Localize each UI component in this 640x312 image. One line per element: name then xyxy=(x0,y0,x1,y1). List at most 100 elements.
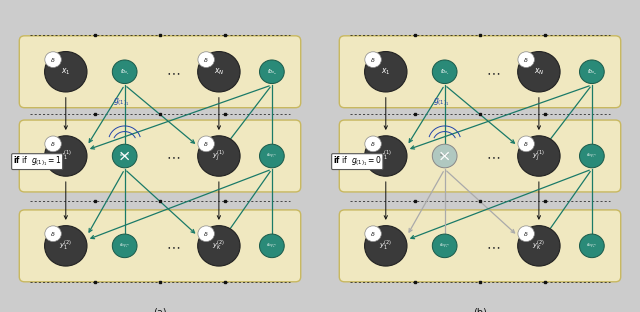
Circle shape xyxy=(45,136,87,176)
Text: $\delta$: $\delta$ xyxy=(51,140,56,148)
Circle shape xyxy=(45,52,61,67)
Text: $y_K^{(2)}$: $y_K^{(2)}$ xyxy=(212,239,225,253)
Circle shape xyxy=(579,234,604,258)
Circle shape xyxy=(198,136,214,152)
Text: (b): (b) xyxy=(473,308,487,312)
Text: $fb_{y_J^{(1)}}$: $fb_{y_J^{(1)}}$ xyxy=(266,152,277,160)
FancyArrowPatch shape xyxy=(217,98,221,129)
FancyArrowPatch shape xyxy=(127,171,195,233)
FancyArrowPatch shape xyxy=(411,170,589,239)
Text: $\delta$: $\delta$ xyxy=(524,140,529,148)
Text: $fb_{x_N}$: $fb_{x_N}$ xyxy=(267,67,277,76)
Text: $\delta$: $\delta$ xyxy=(524,230,529,238)
Text: $\mathbf{if}$ if  $g_{(1)_1} = 0$: $\mathbf{if}$ if $g_{(1)_1} = 0$ xyxy=(333,155,382,168)
FancyArrowPatch shape xyxy=(91,170,269,239)
Text: $fb_{y_K^{(2)}}$: $fb_{y_K^{(2)}}$ xyxy=(266,241,277,250)
Text: $fb_{y_1^{(2)}}$: $fb_{y_1^{(2)}}$ xyxy=(439,241,450,250)
Circle shape xyxy=(365,51,407,92)
FancyArrowPatch shape xyxy=(447,171,515,233)
FancyArrowPatch shape xyxy=(411,86,589,149)
Text: $\mathbf{if}$ if  $g_{(1)_1} = 1$: $\mathbf{if}$ if $g_{(1)_1} = 1$ xyxy=(13,155,61,168)
Circle shape xyxy=(45,226,87,266)
Text: $\delta$: $\delta$ xyxy=(204,140,209,148)
Text: $y_J^{(1)}$: $y_J^{(1)}$ xyxy=(532,148,545,164)
Circle shape xyxy=(198,226,214,241)
Circle shape xyxy=(432,144,457,168)
FancyBboxPatch shape xyxy=(339,120,621,192)
Circle shape xyxy=(518,226,560,266)
Text: $fb_{x_1}$: $fb_{x_1}$ xyxy=(440,67,450,76)
Circle shape xyxy=(579,60,604,84)
Circle shape xyxy=(365,136,407,176)
FancyArrowPatch shape xyxy=(64,182,67,219)
FancyArrowPatch shape xyxy=(91,86,269,149)
FancyArrowPatch shape xyxy=(409,172,444,232)
Text: $fb_{y_1^{(2)}}$: $fb_{y_1^{(2)}}$ xyxy=(119,241,130,250)
Circle shape xyxy=(112,234,137,258)
Circle shape xyxy=(518,52,534,67)
Text: $fb_{y_J^{(1)}}$: $fb_{y_J^{(1)}}$ xyxy=(586,152,597,160)
FancyArrowPatch shape xyxy=(409,87,444,142)
Text: $\delta$: $\delta$ xyxy=(371,230,376,238)
Text: $y_1^{(1)}$: $y_1^{(1)}$ xyxy=(60,149,72,163)
Text: $fb_{x_N}$: $fb_{x_N}$ xyxy=(587,67,597,76)
FancyArrowPatch shape xyxy=(384,98,387,129)
Circle shape xyxy=(45,51,87,92)
FancyArrowPatch shape xyxy=(548,87,590,143)
FancyArrowPatch shape xyxy=(228,87,270,143)
FancyArrowPatch shape xyxy=(89,172,124,232)
Circle shape xyxy=(112,144,137,168)
Text: $\cdots$: $\cdots$ xyxy=(166,149,180,163)
Circle shape xyxy=(112,60,137,84)
Text: $x_1$: $x_1$ xyxy=(381,66,390,77)
Circle shape xyxy=(198,226,240,266)
Circle shape xyxy=(259,60,284,84)
Text: $\cdots$: $\cdots$ xyxy=(166,65,180,79)
Circle shape xyxy=(365,52,381,67)
FancyBboxPatch shape xyxy=(19,120,301,192)
FancyArrowPatch shape xyxy=(89,87,124,142)
Text: $\delta$: $\delta$ xyxy=(51,56,56,64)
Circle shape xyxy=(365,226,381,241)
Text: $\delta$: $\delta$ xyxy=(51,230,56,238)
FancyArrowPatch shape xyxy=(537,182,541,219)
Circle shape xyxy=(198,51,240,92)
Text: $x_N$: $x_N$ xyxy=(534,66,544,77)
FancyArrowPatch shape xyxy=(64,98,67,129)
Text: $y_1^{(2)}$: $y_1^{(2)}$ xyxy=(380,239,392,253)
Text: $\cdots$: $\cdots$ xyxy=(486,65,500,79)
Text: $\cdots$: $\cdots$ xyxy=(166,239,180,253)
Text: $fb_{x_1}$: $fb_{x_1}$ xyxy=(120,67,130,76)
Text: $\delta$: $\delta$ xyxy=(371,140,376,148)
FancyArrowPatch shape xyxy=(127,87,195,143)
Text: $y_K^{(2)}$: $y_K^{(2)}$ xyxy=(532,239,545,253)
Circle shape xyxy=(259,234,284,258)
Text: $g_{(1)_1}$: $g_{(1)_1}$ xyxy=(433,97,449,109)
Circle shape xyxy=(45,136,61,152)
Circle shape xyxy=(579,144,604,168)
Text: $\cdots$: $\cdots$ xyxy=(486,149,500,163)
Circle shape xyxy=(518,136,560,176)
Circle shape xyxy=(259,144,284,168)
Text: $g_{(1)_1}$: $g_{(1)_1}$ xyxy=(113,97,129,109)
Circle shape xyxy=(518,226,534,241)
Text: $\cdots$: $\cdots$ xyxy=(486,239,500,253)
Text: $y_1^{(2)}$: $y_1^{(2)}$ xyxy=(60,239,72,253)
FancyArrowPatch shape xyxy=(447,87,515,143)
Circle shape xyxy=(432,60,457,84)
Circle shape xyxy=(432,234,457,258)
Text: $y_J^{(1)}$: $y_J^{(1)}$ xyxy=(212,148,225,164)
FancyBboxPatch shape xyxy=(339,36,621,108)
Circle shape xyxy=(198,52,214,67)
FancyBboxPatch shape xyxy=(19,36,301,108)
FancyArrowPatch shape xyxy=(548,172,590,232)
Text: $\delta$: $\delta$ xyxy=(371,56,376,64)
FancyArrowPatch shape xyxy=(537,98,541,129)
Text: $x_1$: $x_1$ xyxy=(61,66,70,77)
Text: $\delta$: $\delta$ xyxy=(524,56,529,64)
Circle shape xyxy=(518,51,560,92)
FancyArrowPatch shape xyxy=(217,182,221,219)
Text: $fb_{y_K^{(2)}}$: $fb_{y_K^{(2)}}$ xyxy=(586,241,597,250)
Circle shape xyxy=(198,136,240,176)
Circle shape xyxy=(365,226,407,266)
